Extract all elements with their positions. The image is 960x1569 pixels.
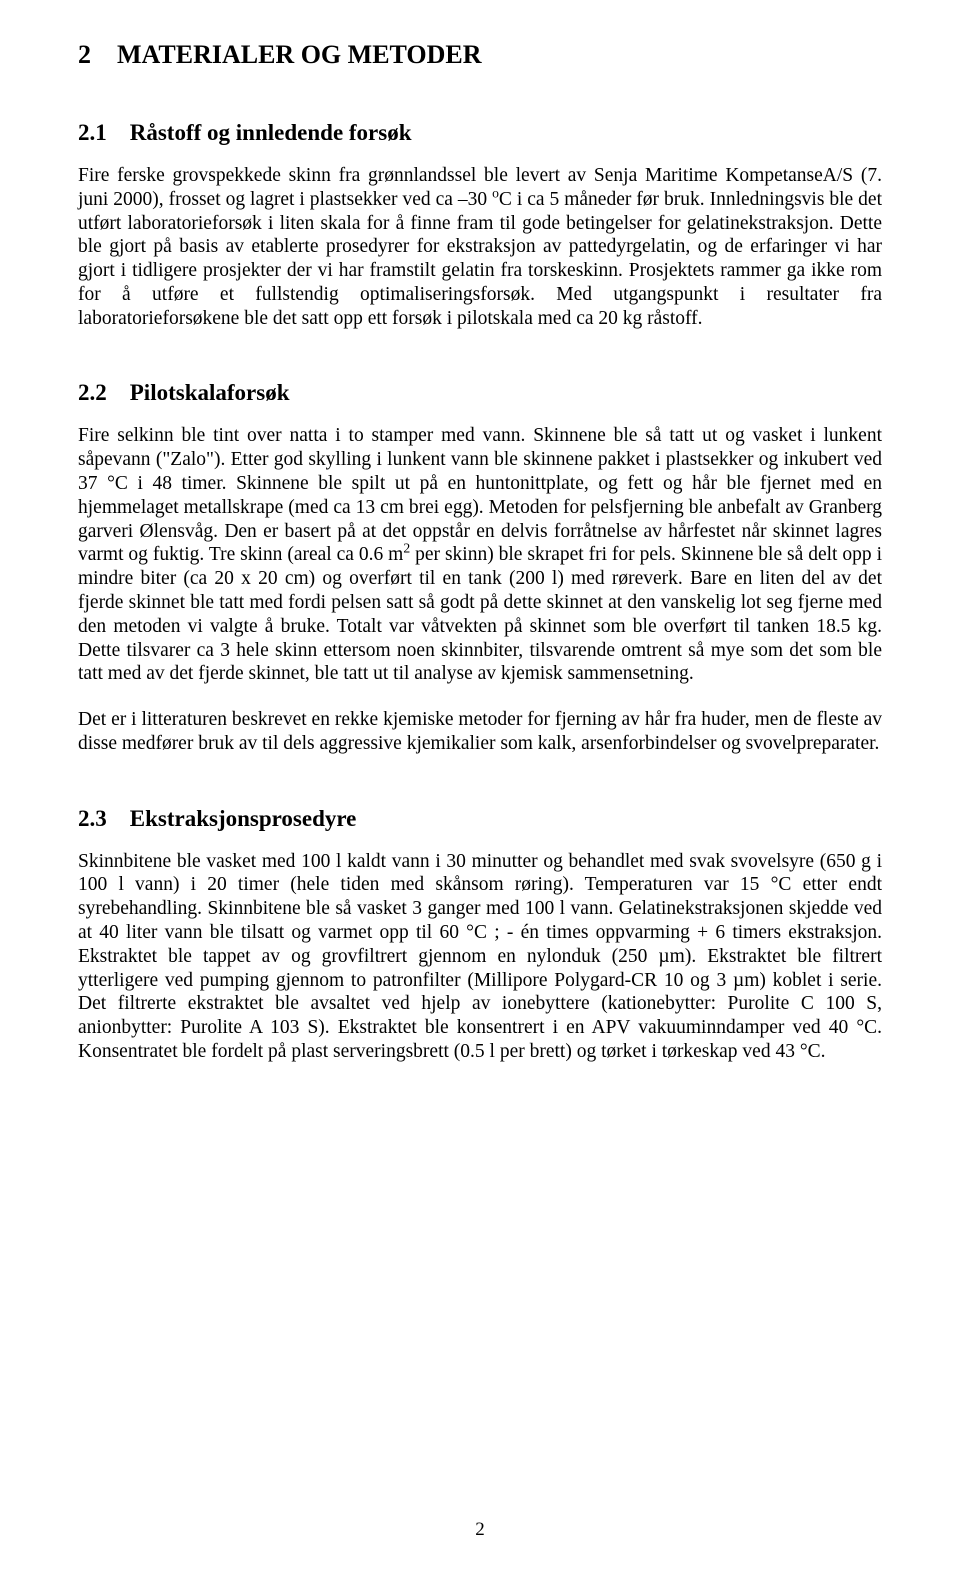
heading-2-rastoff: 2.1 Råstoff og innledende forsøk: [78, 120, 882, 146]
paragraph: Skinnbitene ble vasket med 100 l kaldt v…: [78, 850, 882, 1064]
heading-2-ekstraksjon: 2.3 Ekstraksjonsprosedyre: [78, 806, 882, 832]
paragraph: Fire ferske grovspekkede skinn fra grønn…: [78, 164, 882, 330]
heading-2-pilotskala: 2.2 Pilotskalaforsøk: [78, 380, 882, 406]
superscript: o: [492, 185, 499, 200]
paragraph: Fire selkinn ble tint over natta i to st…: [78, 424, 882, 686]
page-number: 2: [0, 1519, 960, 1541]
page: 2 MATERIALER OG METODER 2.1 Råstoff og i…: [0, 0, 960, 1569]
paragraph: Det er i litteraturen beskrevet en rekke…: [78, 708, 882, 756]
heading-1: 2 MATERIALER OG METODER: [78, 40, 882, 70]
